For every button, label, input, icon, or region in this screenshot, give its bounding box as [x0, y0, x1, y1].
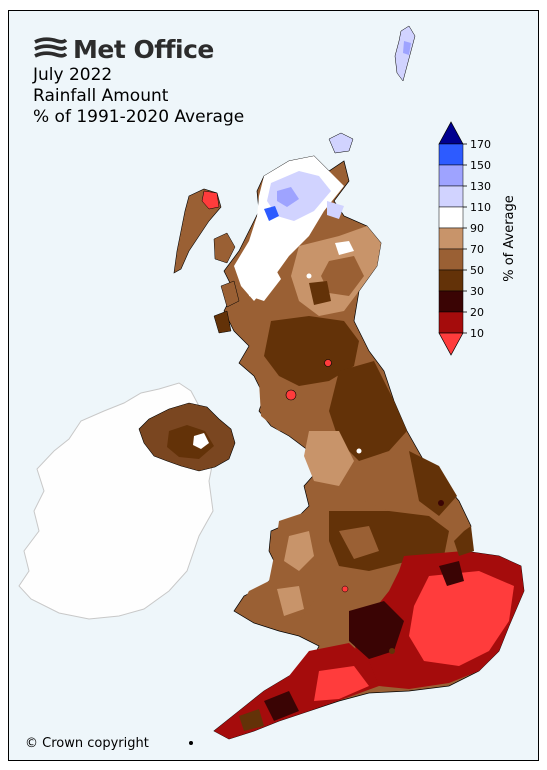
legend-tick-label: 110	[470, 201, 491, 214]
legend-tick-label: 130	[470, 180, 491, 193]
rainfall-map	[18, 25, 525, 745]
legend-bin-130-150	[438, 164, 464, 187]
title-baseline: % of 1991-2020 Average	[33, 107, 245, 127]
legend-bin-20-30	[438, 290, 464, 313]
legend-tick-label: 30	[470, 285, 484, 298]
met-office-swirl-icon	[34, 36, 67, 58]
title-month: July 2022	[33, 65, 113, 85]
legend-bin-10-20	[438, 311, 464, 334]
legend-tick-label: 20	[470, 306, 484, 319]
map-frame: Met Office July 2022 Rainfall Amount % o…	[8, 10, 539, 761]
brand-name: Met Office	[73, 35, 214, 64]
colorbar-legend: 170 150 130 110 90 70 50 30 20 10 % of Average	[438, 121, 517, 356]
legend-tick-label: 10	[470, 327, 484, 340]
copyright-notice: © Crown copyright	[25, 736, 149, 751]
legend-tick-label: 50	[470, 264, 484, 277]
legend-tick-label: 150	[470, 159, 491, 172]
legend-tick-label: 170	[470, 138, 491, 151]
legend-bin-70-90	[438, 227, 464, 250]
legend-over-triangle	[438, 121, 464, 145]
legend-bin-110-130	[438, 185, 464, 208]
legend-bin-50-70	[438, 248, 464, 271]
met-office-logo: Met Office	[33, 35, 214, 64]
legend-tick-label: 90	[470, 222, 484, 235]
legend-bin-90-110	[438, 206, 464, 229]
legend-bin-30-50	[438, 269, 464, 292]
legend-title: % of Average	[502, 195, 517, 282]
legend-bin-150-170	[438, 143, 464, 166]
title-variable: Rainfall Amount	[33, 86, 169, 106]
legend-under-triangle	[438, 332, 464, 356]
legend-tick-label: 70	[470, 243, 484, 256]
